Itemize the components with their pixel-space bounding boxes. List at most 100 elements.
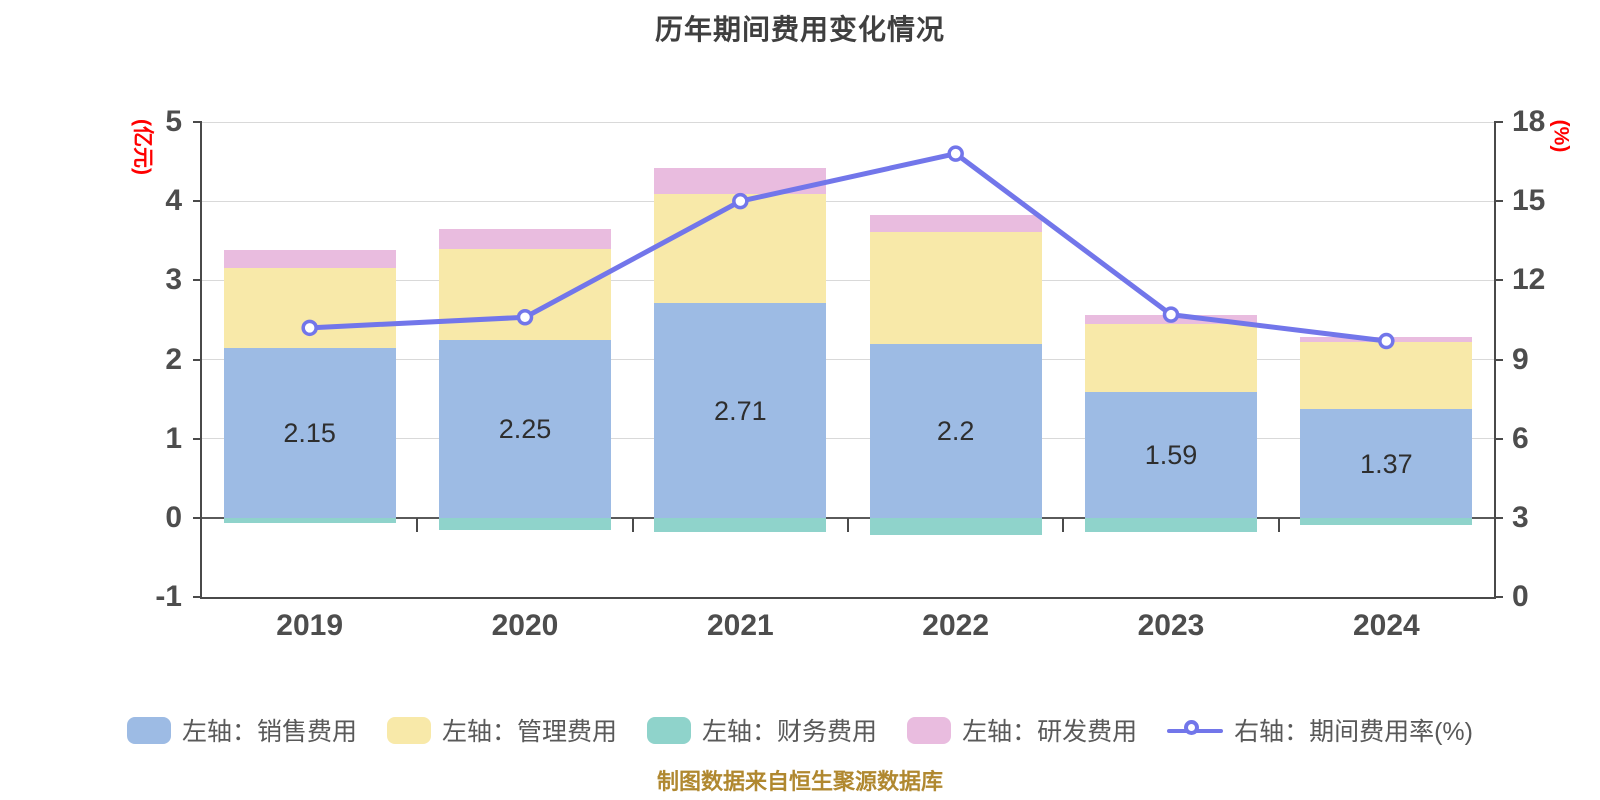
right-axis-line: [1494, 122, 1496, 599]
bar-segment: [1300, 409, 1473, 518]
left-axis-tick: [193, 358, 202, 361]
right-axis-tick-label: 18: [1512, 105, 1546, 138]
left-axis-tick: [193, 596, 202, 598]
left-axis-tick-label: 5: [165, 105, 182, 138]
x-axis-tick: [847, 517, 849, 532]
bar-segment: [439, 339, 611, 518]
left-axis-tick: [193, 279, 202, 282]
left-axis-tick-label: 0: [165, 500, 182, 534]
right-axis-tick: [1494, 516, 1503, 519]
bar-segment: [439, 517, 611, 530]
left-axis-tick: [193, 200, 202, 203]
legend-item[interactable]: 左轴：管理费用: [387, 712, 617, 748]
rate-line-point: [1378, 332, 1395, 350]
gridline: [202, 121, 1494, 123]
x-axis-category-label: 2020: [491, 609, 559, 642]
legend-item[interactable]: 左轴：研发费用: [907, 712, 1137, 748]
gridline: [202, 438, 1494, 440]
x-axis-category-label: 2023: [1137, 609, 1205, 642]
bar-segment: [1300, 517, 1473, 525]
legend-label: 左轴：财务费用: [702, 718, 878, 746]
bar-value-label: 2.25: [498, 413, 552, 444]
legend-label: 左轴：销售费用: [182, 718, 358, 746]
chart-legend: 左轴：销售费用 左轴：管理费用 左轴：财务费用 左轴：研发费用 右轴：期间费用率(%): [0, 712, 1600, 748]
bar-value-label: 2.2: [936, 415, 975, 446]
bottom-axis-line: [200, 597, 1496, 599]
left-axis-tick: [193, 516, 202, 519]
bar-segment: [654, 517, 827, 533]
bar-segment: [869, 232, 1042, 344]
left-axis-tick-label: 4: [165, 184, 182, 218]
legend-swatch: [647, 716, 692, 744]
bar-segment: [654, 194, 827, 304]
legend-swatch: [907, 716, 952, 744]
rate-line-point: [1162, 306, 1180, 323]
legend-item[interactable]: 右轴：期间费用率(%): [1167, 712, 1473, 748]
right-axis-tick-label: 6: [1512, 421, 1529, 455]
x-axis-category-label: 2019: [276, 609, 344, 642]
legend-swatch: [127, 716, 172, 744]
bar-segment: [223, 250, 396, 268]
chart-title: 历年期间费用变化情况: [654, 14, 945, 45]
rate-line-point: [516, 309, 534, 326]
right-axis-tick-label: 12: [1512, 263, 1546, 297]
bar-segment: [869, 215, 1042, 233]
legend-line-dot: [1184, 719, 1200, 735]
right-axis-tick: [1494, 279, 1503, 282]
bar-value-label: 2.15: [283, 417, 336, 448]
legend-swatch: [387, 716, 432, 744]
legend-label: 左轴：管理费用: [442, 718, 618, 746]
gridline: [202, 359, 1494, 360]
left-axis-tick-label: 1: [165, 421, 182, 455]
bar-segment: [869, 343, 1042, 518]
right-axis-tick-label: 0: [1512, 580, 1529, 613]
bar-segment: [1085, 517, 1257, 533]
right-axis-tick: [1494, 358, 1503, 361]
left-axis-line: [200, 122, 202, 599]
bar-value-label: 1.37: [1360, 448, 1413, 479]
left-axis-tick: [193, 437, 202, 440]
bar-segment: [654, 303, 827, 518]
right-axis-tick-label: 9: [1512, 342, 1529, 376]
legend-label: 左轴：研发费用: [962, 718, 1138, 746]
right-axis-tick: [1494, 200, 1503, 203]
x-axis-category-label: 2024: [1352, 609, 1420, 642]
right-axis-tick-label: 15: [1512, 184, 1546, 218]
bar-value-label: 2.71: [714, 395, 767, 426]
rate-line-point: [301, 319, 318, 337]
x-axis-tick: [631, 517, 634, 532]
right-axis-tick: [1494, 437, 1503, 440]
right-axis-tick: [1494, 121, 1503, 123]
data-source-credit: 制图数据来自恒生聚源数据库: [656, 769, 943, 794]
gridline: [202, 200, 1494, 202]
bar-segment: [1300, 342, 1473, 410]
bar-segment: [223, 347, 396, 518]
left-axis-tick: [193, 121, 202, 123]
left-axis-tick-label: -1: [155, 580, 182, 613]
left-axis-tick-label: 2: [165, 342, 182, 376]
gridline: [202, 279, 1494, 281]
right-axis-tick-label: 3: [1512, 500, 1529, 534]
bar-segment: [869, 517, 1042, 536]
bar-segment: [1085, 391, 1257, 518]
bar-segment: [439, 228, 611, 249]
rate-line-path: [307, 151, 1389, 344]
legend-line-marker-icon: [1167, 717, 1224, 744]
x-axis-tick: [1062, 517, 1065, 532]
x-axis-category-label: 2022: [922, 609, 990, 642]
legend-label: 右轴：期间费用率(%): [1234, 718, 1473, 746]
x-axis-tick: [1277, 517, 1280, 532]
left-axis-tick-label: 3: [165, 263, 182, 297]
bar-segment: [1085, 323, 1257, 392]
x-axis-category-label: 2021: [706, 609, 774, 642]
bar-segment: [223, 517, 396, 523]
bar-value-label: 1.59: [1144, 439, 1198, 470]
x-axis-tick: [416, 517, 419, 532]
rate-line-point: [732, 192, 749, 210]
right-axis-tick: [1494, 596, 1503, 598]
rate-line-point: [947, 145, 964, 162]
legend-item[interactable]: 左轴：财务费用: [647, 712, 877, 748]
legend-item[interactable]: 左轴：销售费用: [127, 712, 357, 748]
